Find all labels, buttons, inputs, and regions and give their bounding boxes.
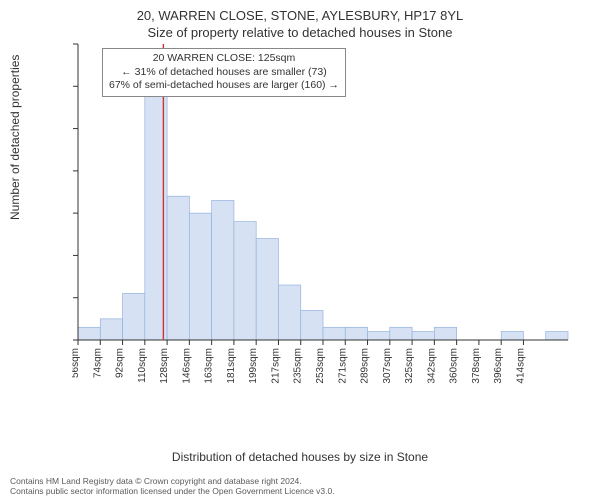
chart-title-sub: Size of property relative to detached ho…	[0, 23, 600, 40]
histogram-bar	[546, 332, 568, 340]
histogram-bar	[345, 327, 367, 340]
histogram-bar	[501, 332, 523, 340]
x-tick-label: 235sqm	[293, 348, 304, 384]
x-tick-label: 110sqm	[137, 348, 148, 383]
histogram-bar	[434, 327, 456, 340]
x-tick-label: 253sqm	[315, 348, 326, 384]
x-tick-label: 289sqm	[360, 348, 371, 384]
x-tick-label: 414sqm	[515, 348, 526, 384]
y-axis-label: Number of detached properties	[8, 55, 22, 220]
histogram-bar	[212, 200, 234, 340]
footer-line-1: Contains HM Land Registry data © Crown c…	[10, 476, 590, 486]
x-tick-label: 199sqm	[248, 348, 259, 384]
x-tick-label: 92sqm	[115, 348, 126, 378]
x-tick-label: 56sqm	[72, 348, 81, 378]
histogram-bar	[301, 310, 323, 340]
x-tick-label: 217sqm	[270, 348, 281, 384]
annotation-box: 20 WARREN CLOSE: 125sqm ← 31% of detache…	[102, 48, 346, 97]
histogram-bar	[278, 285, 300, 340]
histogram-bar	[78, 327, 100, 340]
histogram-bar	[100, 319, 122, 340]
x-tick-label: 307sqm	[382, 348, 393, 384]
x-tick-label: 360sqm	[449, 348, 460, 384]
histogram-bar	[256, 239, 278, 340]
annotation-line-1: 20 WARREN CLOSE: 125sqm	[109, 52, 339, 66]
histogram-bar	[189, 213, 211, 340]
x-tick-label: 128sqm	[159, 348, 170, 384]
x-tick-label: 325sqm	[404, 348, 415, 384]
footer-line-2: Contains public sector information licen…	[10, 486, 590, 496]
chart-title-main: 20, WARREN CLOSE, STONE, AYLESBURY, HP17…	[0, 0, 600, 23]
annotation-line-3: 67% of semi-detached houses are larger (…	[109, 79, 339, 93]
histogram-bar	[323, 327, 345, 340]
x-tick-label: 163sqm	[204, 348, 215, 384]
annotation-line-2: ← 31% of detached houses are smaller (73…	[109, 66, 339, 80]
histogram-bar	[368, 332, 390, 340]
x-tick-label: 181sqm	[226, 348, 237, 384]
footer-attribution: Contains HM Land Registry data © Crown c…	[10, 476, 590, 496]
x-tick-label: 396sqm	[493, 348, 504, 384]
x-tick-label: 146sqm	[181, 348, 192, 384]
histogram-bar	[123, 293, 145, 340]
x-tick-label: 378sqm	[471, 348, 482, 384]
x-tick-label: 74sqm	[92, 348, 103, 378]
histogram-bar	[390, 327, 412, 340]
histogram-bar	[234, 222, 256, 340]
histogram-bar	[412, 332, 434, 340]
x-tick-label: 342sqm	[426, 348, 437, 384]
histogram-bar	[167, 196, 189, 340]
x-tick-label: 271sqm	[337, 348, 348, 384]
x-axis-label: Distribution of detached houses by size …	[0, 450, 600, 464]
